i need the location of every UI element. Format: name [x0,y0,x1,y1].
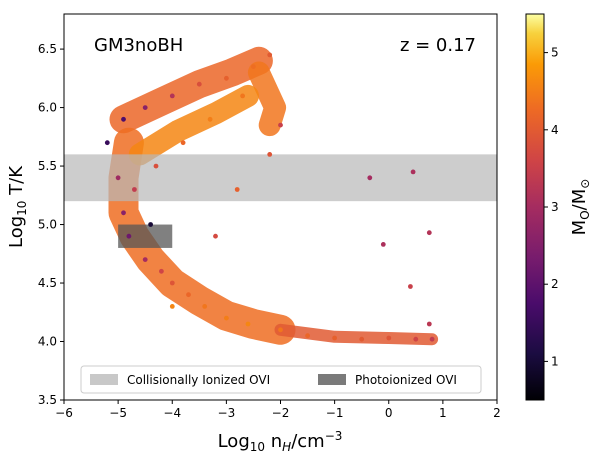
y-tick-label: 3.5 [38,393,57,407]
x-tick-label: −1 [326,406,344,420]
colorbar-ticks: 1 2 3 4 5 [544,46,559,368]
data-point [153,163,159,169]
ovi-regions [64,154,497,248]
colorbar-tick-label: 5 [551,46,559,60]
data-point [148,222,154,227]
x-tick-label: −5 [109,406,127,420]
region-photoionized [118,224,173,248]
data-point [332,335,337,341]
data-point [267,52,273,58]
data-point [386,335,392,341]
legend-swatch-collisional [90,374,118,385]
colorbar-tick-label: 4 [551,123,559,137]
data-point [410,169,416,175]
density-track [247,61,287,137]
colorbar-tick-label: 1 [551,354,559,368]
data-point [278,327,283,333]
data-point [121,116,126,122]
redshift-label: z = 0.17 [400,35,476,56]
colorbar-tick-label: 3 [551,200,559,214]
data-point [213,233,218,239]
y-tick-label: 5.5 [38,159,57,173]
y-tick-label: 4.0 [38,335,57,349]
density-track [128,84,259,166]
x-tick-label: 1 [439,406,447,420]
data-point [169,304,175,309]
y-axis-label: Log10 T/K [6,165,29,248]
data-point [132,187,137,192]
legend: Collisionally Ionized OVI Photoionized O… [80,365,482,394]
data-point [159,268,164,274]
data-point [278,122,283,128]
data-point [224,315,229,321]
data-point [126,233,132,239]
y-tick-label: 6.0 [38,101,57,115]
data-point [413,336,419,342]
data-point [224,75,229,81]
data-point [359,336,365,342]
data-point [267,152,273,157]
y-tick-label: 5.0 [38,218,57,232]
y-tick-label: 4.5 [38,276,57,290]
simulation-label: GM3noBH [94,35,183,56]
data-point [426,321,432,327]
data-point [240,93,246,99]
legend-label-photoionized: Photoionized OVI [355,373,457,387]
x-tick-label: −4 [163,406,181,420]
data-point [169,93,175,99]
legend-box [80,365,482,394]
data-point [186,292,191,298]
data-point [426,230,432,236]
data-point [408,284,413,289]
x-tick-label: 2 [493,406,501,420]
x-axis-label: Log10 nH/cm−3 [218,429,343,454]
data-point [104,140,110,146]
y-axis-ticks: 3.5 4.0 4.5 5.0 5.5 6.0 6.5 [38,42,64,407]
x-axis-ticks: −6 −5 −4 −3 −2 −1 0 1 2 [55,400,501,420]
x-tick-label: 0 [385,406,393,420]
data-points [104,52,435,342]
legend-label-collisional: Collisionally Ionized OVI [127,373,270,387]
colorbar: 1 2 3 4 5 MO/M⊙ [525,13,592,401]
data-point [142,105,148,110]
data-point [121,210,126,216]
colorbar-tick-label: 2 [551,277,559,291]
x-tick-label: −3 [218,406,236,420]
data-point [380,242,386,247]
region-collisional [64,154,497,202]
y-tick-label: 6.5 [38,42,57,56]
data-point [245,321,251,327]
data-point [251,64,256,69]
data-point [429,336,435,342]
density-track [274,323,439,346]
data-point [169,280,175,286]
data-point [196,81,202,87]
legend-swatch-photoionized [318,374,346,385]
x-tick-label: −2 [272,406,290,420]
data-point [202,304,208,309]
data-point [305,333,310,339]
x-tick-label: −6 [55,406,73,420]
data-point [142,257,148,262]
data-point [207,116,213,122]
data-point [367,175,373,181]
data-point [234,187,240,192]
data-point [180,140,186,146]
colorbar-label: MO/M⊙ [569,179,592,236]
data-point [115,175,121,181]
colorbar-gradient [525,13,545,401]
